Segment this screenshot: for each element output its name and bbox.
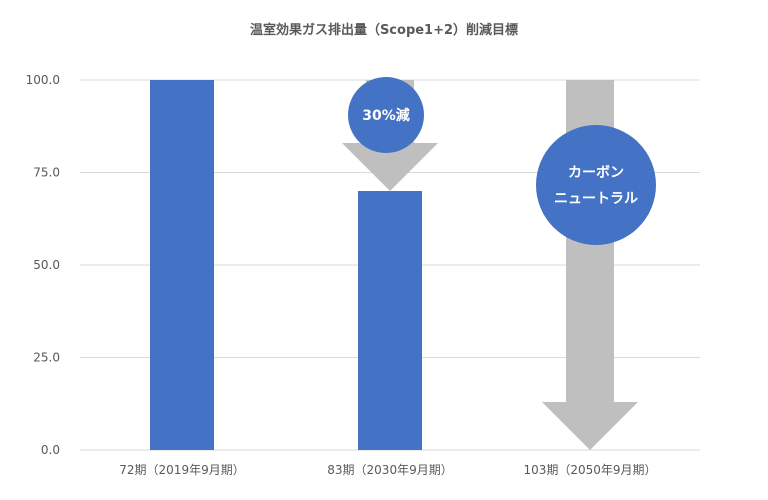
y-tick-label: 50.0	[33, 258, 60, 272]
chart-title: 温室効果ガス排出量（Scope1+2）削減目標	[250, 22, 518, 38]
x-category-label: 103期（2050年9月期）	[523, 463, 656, 477]
bar	[150, 80, 214, 450]
bars	[150, 80, 422, 450]
x-axis-categories: 72期（2019年9月期） 83期（2030年9月期） 103期（2050年9月期）	[119, 463, 656, 477]
bar	[358, 191, 422, 450]
y-tick-label: 0.0	[41, 443, 60, 457]
y-axis-ticks: 0.0 25.0 50.0 75.0 100.0	[26, 73, 60, 457]
y-tick-label: 25.0	[33, 351, 60, 365]
annotation-circle	[348, 77, 424, 153]
annotation-label: 30%減	[362, 107, 410, 124]
annotation-circle	[536, 125, 656, 245]
x-category-label: 83期（2030年9月期）	[327, 463, 452, 477]
y-tick-label: 100.0	[26, 73, 60, 87]
x-category-label: 72期（2019年9月期）	[119, 463, 244, 477]
annotation-label-line: ニュートラル	[554, 191, 638, 207]
y-tick-label: 75.0	[33, 166, 60, 180]
annotation-label-line: カーボン	[568, 165, 624, 181]
